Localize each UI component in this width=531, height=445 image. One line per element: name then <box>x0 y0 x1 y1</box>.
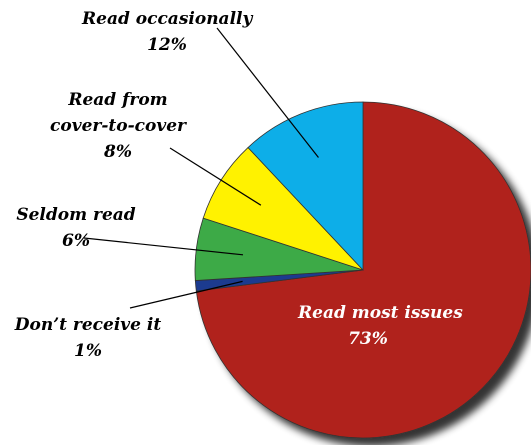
slice-value-read-most-issues: 73% <box>348 329 388 349</box>
slice-label-read-most-issues: Read most issues <box>298 303 463 323</box>
slice-label-cover-to-cover-line1: Read from <box>68 90 168 110</box>
label-read-most-issues: Read most issues 73% <box>298 300 463 352</box>
slice-label-seldom-read: Seldom read <box>16 205 136 225</box>
slice-label-dont-receive-it: Don’t receive it <box>14 315 162 335</box>
label-seldom-read: Seldom read 6% <box>16 202 136 254</box>
slice-value-seldom-read: 6% <box>62 231 90 251</box>
pie-slice-read-most-issues <box>195 101 531 439</box>
leader-line-read-occasionally <box>216 27 319 158</box>
leader-line-seldom-read <box>83 237 244 256</box>
label-read-occasionally: Read occasionally 12% <box>82 6 252 58</box>
slice-value-cover-to-cover: 8% <box>104 142 132 162</box>
pie-slice-read-occasionally <box>247 101 364 272</box>
slice-label-read-occasionally: Read occasionally <box>82 9 253 29</box>
slice-value-read-occasionally: 12% <box>147 35 187 55</box>
leader-lines <box>83 27 319 309</box>
leader-line-don-t-receive-it <box>129 280 243 309</box>
leader-line-read-from-cover-to-cover <box>169 147 262 206</box>
label-dont-receive-it: Don’t receive it 1% <box>8 312 168 364</box>
label-cover-to-cover: Read from cover-to-cover 8% <box>48 87 188 165</box>
slice-value-dont-receive-it: 1% <box>74 341 102 361</box>
pie-slices <box>194 101 531 439</box>
slice-label-cover-to-cover-line2: cover-to-cover <box>50 116 186 136</box>
